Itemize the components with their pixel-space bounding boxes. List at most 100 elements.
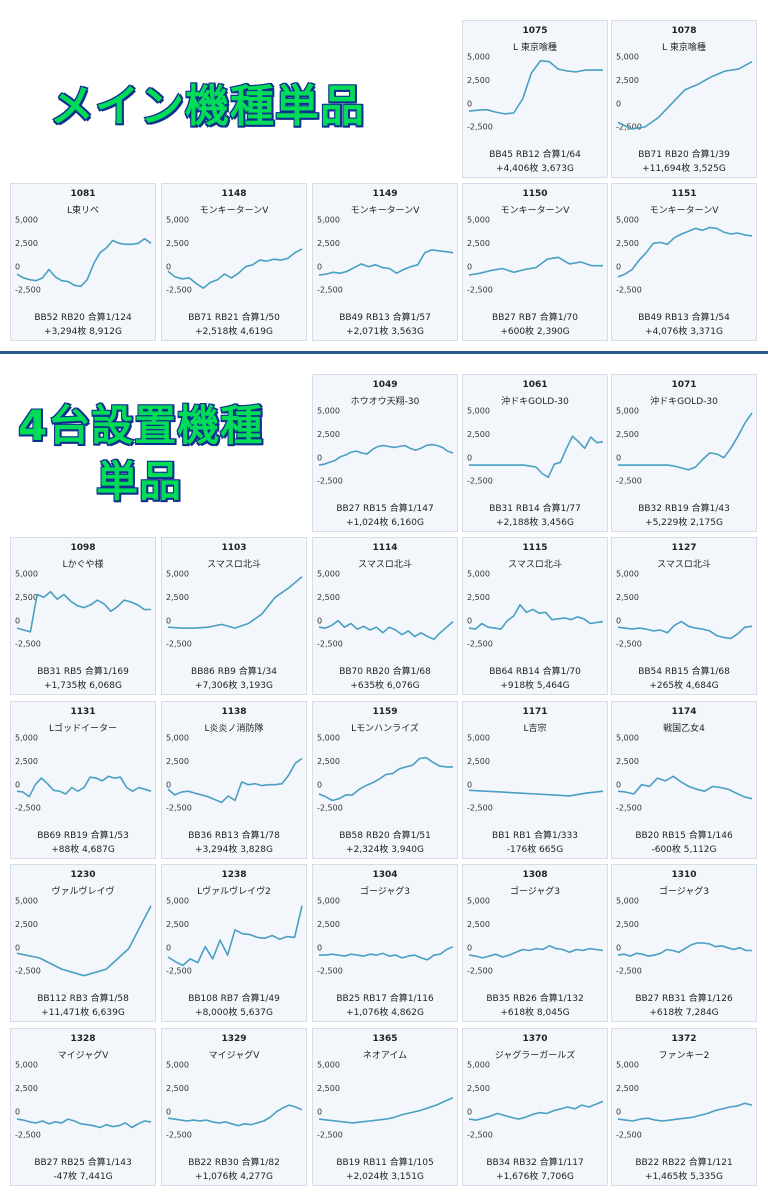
y-tick-label: 2,500 [166, 1084, 189, 1093]
y-tick-label: 0 [15, 943, 20, 952]
bonus-stats: BB69 RB19 合算1/53 [37, 831, 129, 841]
bonus-stats: BB86 RB9 合算1/34 [191, 667, 277, 677]
bonus-stats: BB71 RB20 合算1/39 [638, 150, 730, 160]
machine-model-name: マイジャグV [208, 1051, 260, 1061]
machine-model-name: L吉宗 [523, 724, 547, 734]
y-tick-label: -2,500 [467, 1131, 493, 1140]
machine-number: 1329 [221, 1034, 247, 1044]
y-tick-label: 0 [616, 943, 621, 952]
slump-graph: 5,000 2,500 0 -2,500 [166, 734, 303, 813]
y-tick-label: -2,500 [616, 286, 642, 295]
y-tick-label: 2,500 [616, 920, 639, 929]
y-tick-label: -2,500 [15, 804, 41, 813]
chart-card-1304: 1304 ゴージャグ3 5,000 2,500 0 -2,500 BB25 RB17 合算1… [312, 864, 458, 1022]
bonus-stats: BB32 RB19 合算1/43 [638, 504, 730, 514]
machine-number: 1171 [522, 707, 548, 717]
series-line [167, 1104, 303, 1127]
result-stats: +618枚 8,045G [500, 1008, 570, 1018]
result-stats: +7,306枚 3,193G [195, 681, 273, 691]
bonus-stats: BB27 RB31 合算1/126 [635, 994, 733, 1004]
chart-card-1075: 1075 L 東京喰種 5,000 2,500 0 -2,500 BB45 RB12 合算1… [462, 20, 608, 178]
chart-card-1174: 1174 戦国乙女4 5,000 2,500 0 -2,500 BB20 RB15 合算1/… [611, 701, 757, 859]
chart-card-1308: 1308 ゴージャグ3 5,000 2,500 0 -2,500 BB35 RB26 合算1… [462, 864, 608, 1022]
y-tick-label: -2,500 [467, 967, 493, 976]
machine-model-name: スマスロ北斗 [358, 560, 412, 570]
y-tick-label: 2,500 [166, 757, 189, 766]
machine-model-name: スマスロ北斗 [508, 560, 562, 570]
y-tick-label: 0 [166, 1107, 171, 1116]
y-tick-label: 2,500 [15, 920, 38, 929]
y-tick-label: 0 [467, 780, 472, 789]
slump-graph: 5,000 2,500 0 -2,500 [317, 1061, 454, 1140]
y-tick-label: 0 [317, 780, 322, 789]
y-tick-label: -2,500 [317, 640, 343, 649]
series-line [16, 237, 152, 288]
result-stats: -176枚 665G [506, 845, 564, 855]
y-tick-label: 5,000 [467, 734, 490, 743]
y-tick-label: 5,000 [166, 570, 189, 579]
chart-card-1149: 1149 モンキーターンV 5,000 2,500 0 -2,500 BB49 RB13 合… [312, 183, 458, 341]
result-stats: +4,406枚 3,673G [496, 164, 574, 174]
bonus-stats: BB54 RB15 合算1/68 [638, 667, 730, 677]
chart-card-1103: 1103 スマスロ北斗 5,000 2,500 0 -2,500 BB86 RB9 合算1/… [161, 537, 307, 695]
slump-graph: 5,000 2,500 0 -2,500 [616, 1061, 753, 1140]
y-tick-label: 5,000 [467, 897, 490, 906]
result-stats: +2,518枚 4,619G [195, 327, 273, 337]
y-tick-label: 5,000 [467, 1061, 490, 1070]
slump-graph: 5,000 2,500 0 -2,500 [616, 570, 753, 649]
y-tick-label: 0 [166, 262, 171, 271]
y-tick-label: 2,500 [616, 239, 639, 248]
y-tick-label: 2,500 [317, 1084, 340, 1093]
y-tick-label: 5,000 [166, 897, 189, 906]
y-tick-label: 0 [616, 453, 621, 462]
machine-model-name: 沖ドキGOLD-30 [501, 397, 569, 407]
result-stats: +1,465枚 5,335G [645, 1172, 723, 1182]
machine-number: 1174 [671, 707, 697, 717]
machine-number: 1127 [671, 543, 697, 553]
result-stats: +88枚 4,687G [51, 845, 115, 855]
chart-card-1078: 1078 L 東京喰種 5,000 2,500 0 -2,500 BB71 RB20 合算1… [611, 20, 757, 178]
y-tick-label: 5,000 [317, 1061, 340, 1070]
y-tick-label: -2,500 [616, 477, 642, 486]
series-line [468, 603, 604, 630]
y-tick-label: 5,000 [616, 897, 639, 906]
y-tick-label: -2,500 [317, 286, 343, 295]
y-tick-label: 2,500 [467, 430, 490, 439]
machine-number: 1372 [671, 1034, 697, 1044]
y-tick-label: -2,500 [467, 286, 493, 295]
series-line [318, 1096, 454, 1124]
machine-number: 1238 [221, 870, 247, 880]
machine-model-name: ジャグラーガールズ [494, 1051, 576, 1061]
bonus-stats: BB45 RB12 合算1/64 [489, 150, 581, 160]
y-tick-label: 5,000 [616, 1061, 639, 1070]
y-tick-label: 2,500 [15, 593, 38, 602]
y-tick-label: 0 [15, 780, 20, 789]
series-line [318, 443, 454, 466]
slump-graph: 5,000 2,500 0 -2,500 [15, 734, 152, 813]
bonus-stats: BB35 RB26 合算1/132 [486, 994, 584, 1004]
y-tick-label: 0 [15, 262, 20, 271]
machine-number: 1230 [70, 870, 96, 880]
bonus-stats: BB36 RB13 合算1/78 [188, 831, 280, 841]
slump-graph: 5,000 2,500 0 -2,500 [467, 53, 603, 132]
y-tick-label: 5,000 [317, 570, 340, 579]
chart-card-1127: 1127 スマスロ北斗 5,000 2,500 0 -2,500 BB54 RB15 合算1… [611, 537, 757, 695]
machine-number: 1115 [522, 543, 548, 553]
y-tick-label: 2,500 [317, 430, 340, 439]
machine-number: 1365 [372, 1034, 398, 1044]
series-line [167, 576, 303, 629]
y-tick-label: 5,000 [616, 216, 639, 225]
machine-number: 1304 [372, 870, 398, 880]
y-tick-label: 2,500 [15, 1084, 38, 1093]
bonus-stats: BB1 RB1 合算1/333 [492, 831, 578, 841]
y-tick-label: -2,500 [166, 640, 192, 649]
machine-number: 1131 [70, 707, 96, 717]
y-tick-label: 2,500 [317, 593, 340, 602]
y-tick-label: -2,500 [166, 967, 192, 976]
slump-graph: 5,000 2,500 0 -2,500 [15, 216, 152, 295]
series-line [16, 775, 152, 798]
machine-model-name: スマスロ北斗 [657, 560, 711, 570]
chart-card-1370: 1370 ジャグラーガールズ 5,000 2,500 0 -2,500 BB34 RB32 … [462, 1028, 608, 1186]
slump-graph: 5,000 2,500 0 -2,500 [467, 1061, 604, 1140]
y-tick-label: 5,000 [15, 570, 38, 579]
